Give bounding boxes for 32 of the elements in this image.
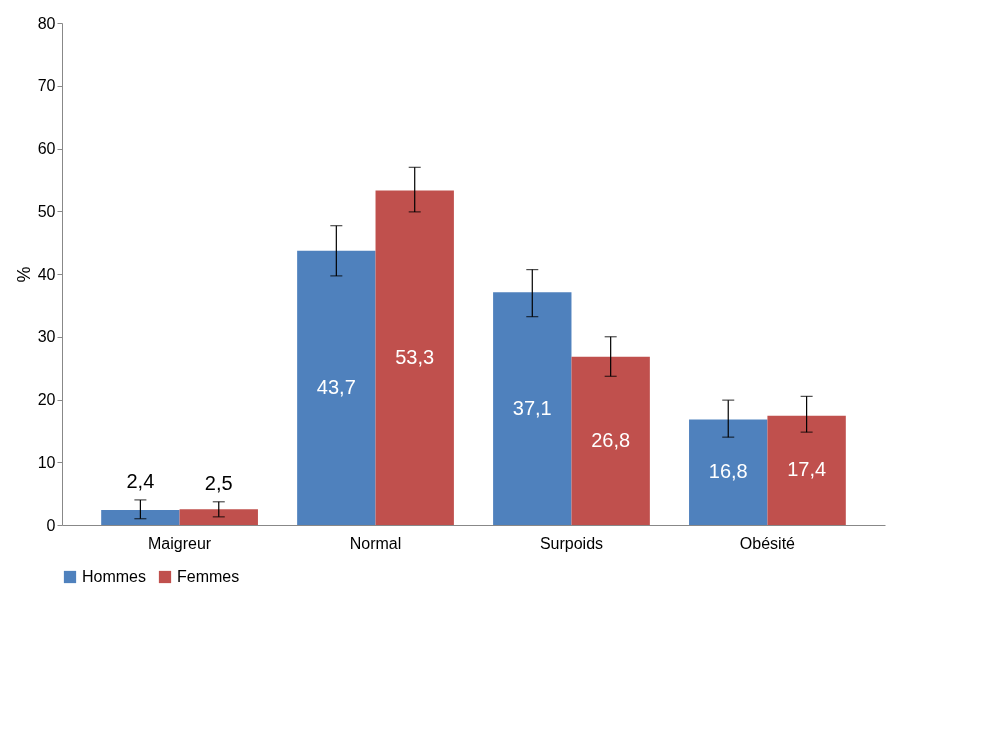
x-tick-label: Maigreur: [148, 534, 212, 552]
bar: [493, 292, 572, 525]
data-label: 26,8: [591, 428, 631, 451]
y-tick-label: 50: [37, 202, 56, 220]
data-label: 2,5: [204, 471, 233, 494]
bar: [375, 190, 454, 525]
bar: [767, 415, 846, 525]
data-label: 43,7: [316, 375, 356, 398]
legend-label: Hommes: [82, 568, 147, 585]
legend-label: Femmes: [177, 568, 240, 585]
y-tick-label: 0: [46, 516, 56, 534]
y-tick-label: 30: [37, 328, 56, 346]
y-tick-label: 80: [37, 14, 56, 32]
x-tick-label: Surpoids: [539, 534, 604, 552]
bar: [101, 509, 180, 525]
y-tick-label: 20: [37, 391, 56, 408]
data-label: 17,4: [787, 458, 827, 481]
y-axis-title: %: [13, 266, 34, 283]
y-tick-label: 60: [37, 140, 56, 157]
bar: [689, 419, 768, 525]
data-label: 37,1: [512, 396, 552, 419]
y-tick-label: 40: [37, 265, 56, 283]
y-tick-label: 70: [37, 77, 56, 95]
data-label: 16,8: [708, 460, 748, 483]
data-label: 53,3: [395, 345, 435, 368]
bar: [571, 356, 650, 525]
y-tick-label: 10: [37, 453, 56, 471]
bar: [297, 250, 376, 525]
bar: [179, 509, 258, 525]
x-tick-label: Normal: [349, 534, 402, 552]
x-tick-label: Obésité: [739, 534, 796, 552]
data-label: 2,4: [126, 469, 155, 492]
